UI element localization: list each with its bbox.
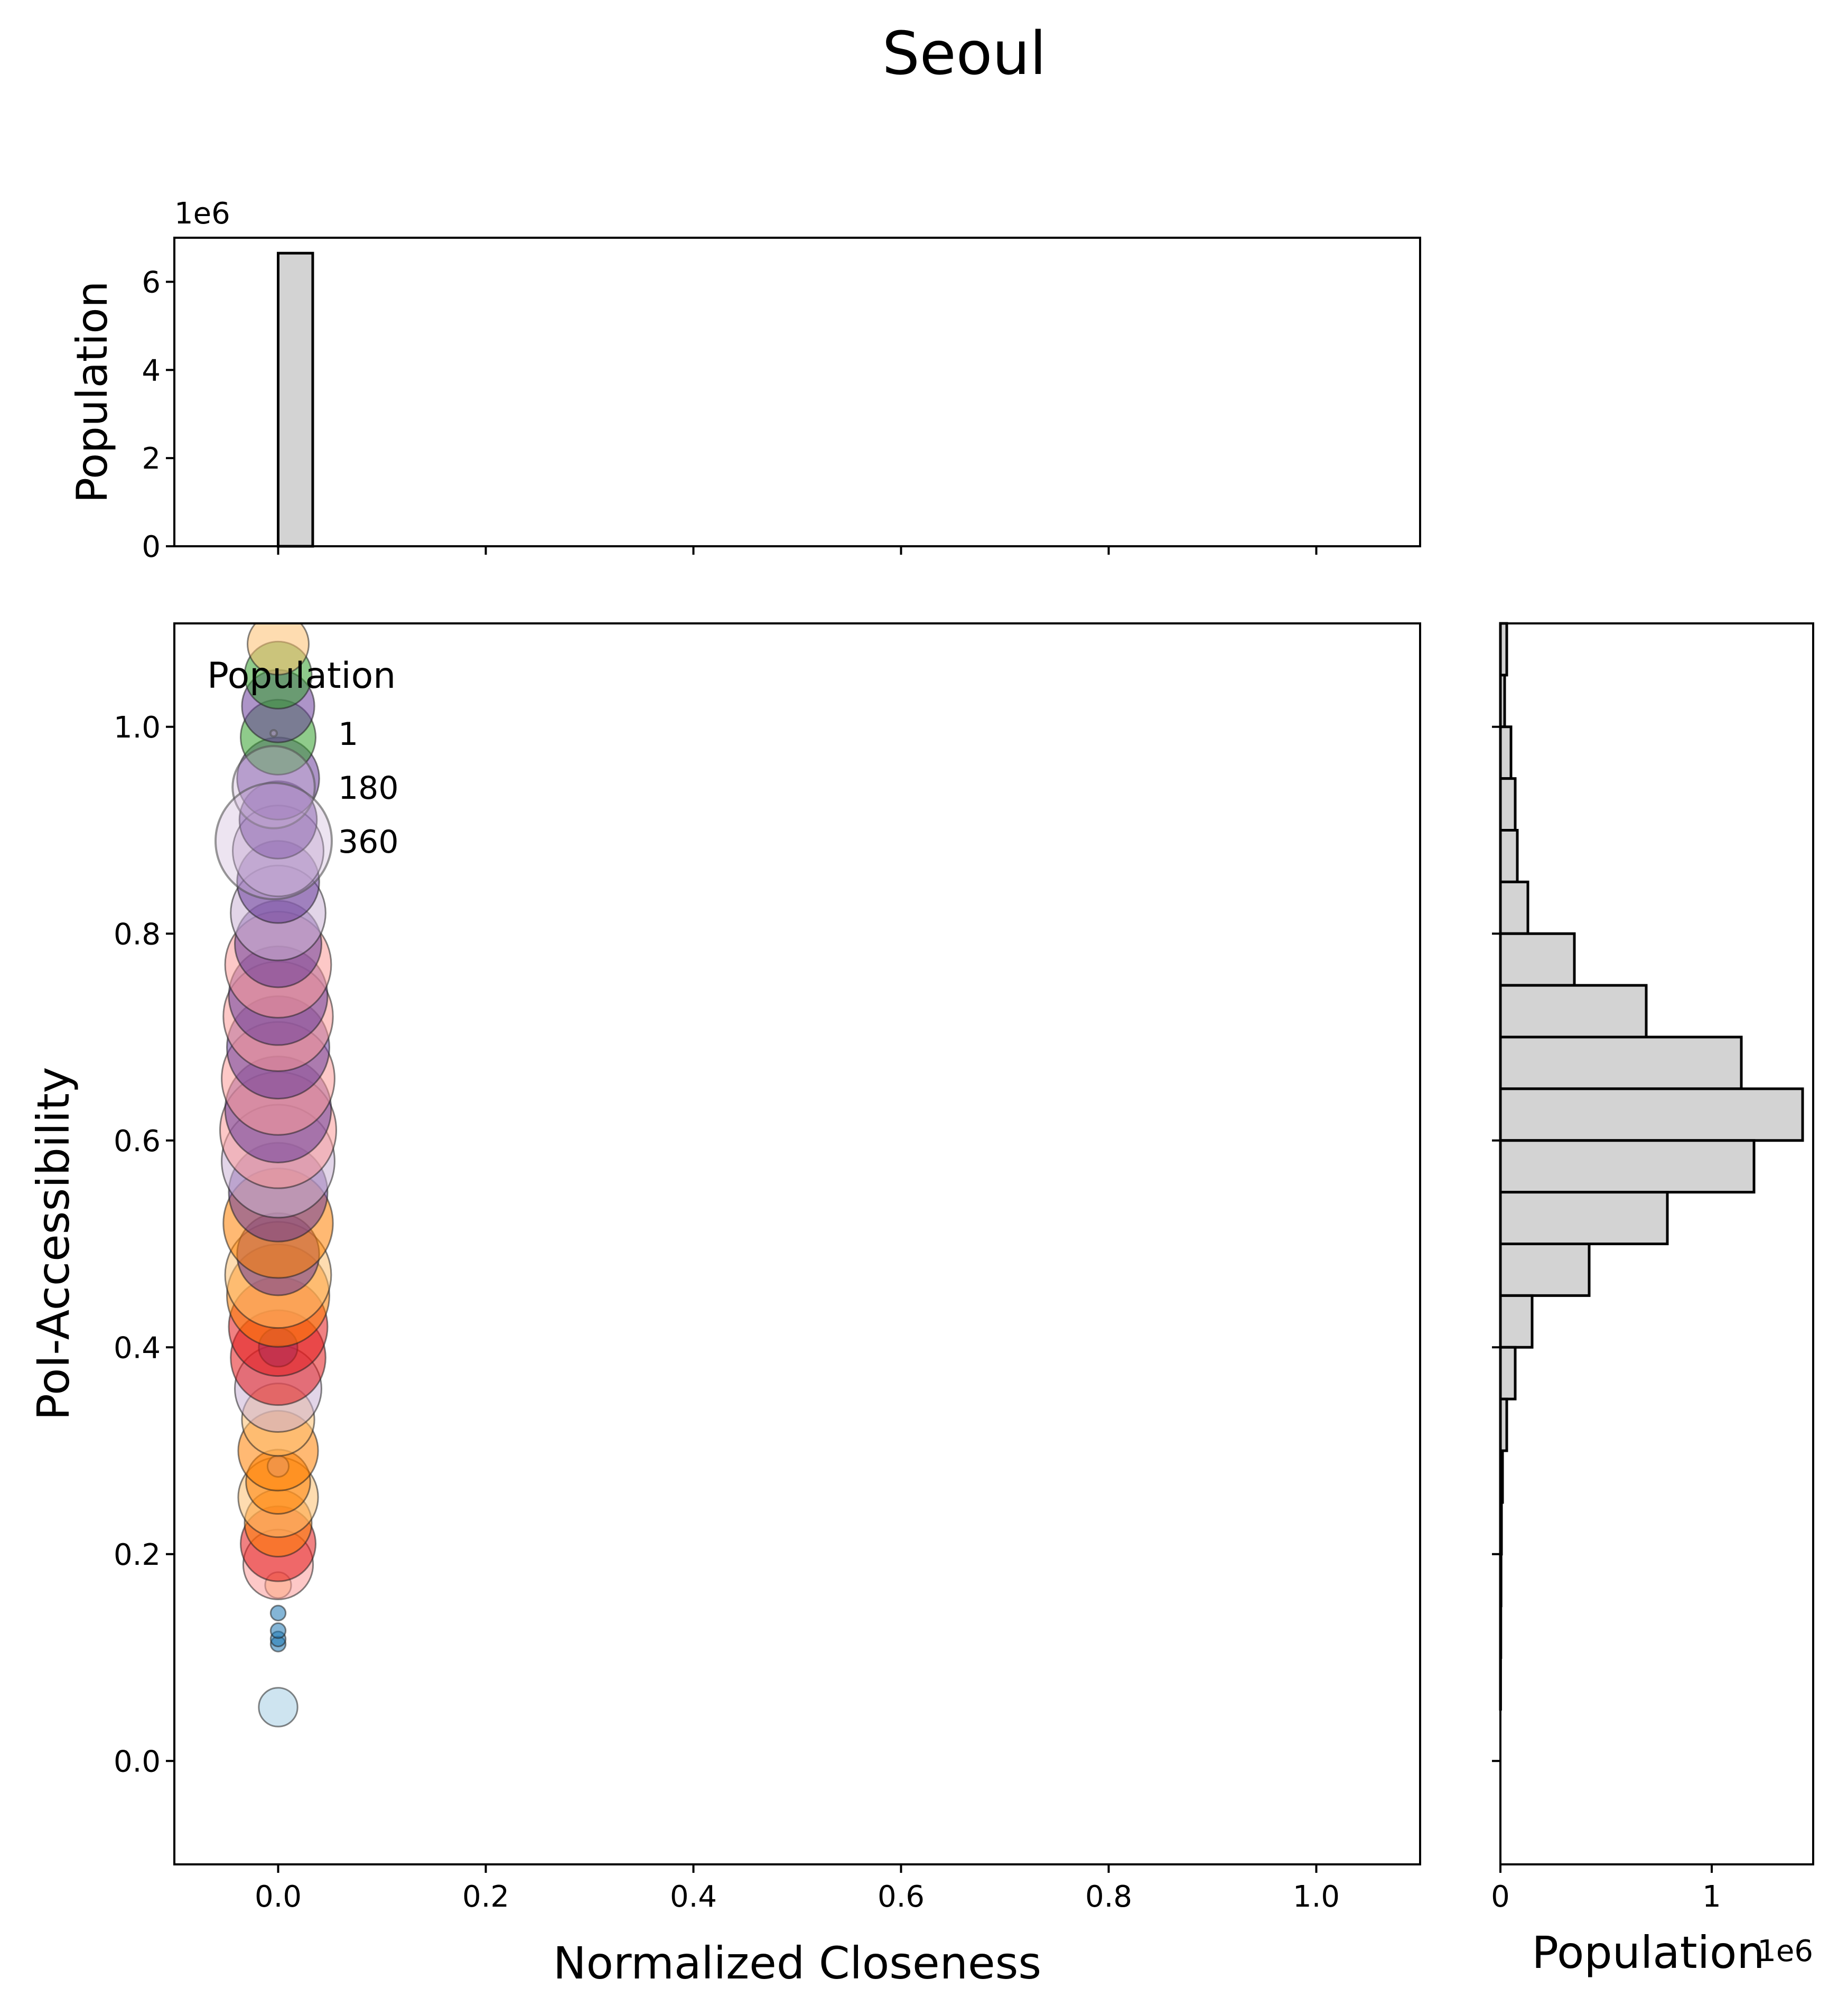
right-histogram-bar [1499,984,1648,1039]
right-x-tick-label: 0 [1491,1880,1510,1914]
scatter-point [247,623,310,676]
right-histogram-bar [1499,1346,1517,1401]
top-y-tick-label: 6 [142,265,161,300]
top-histogram: 0 2 4 6 1e6 Population [68,197,1421,564]
right-histogram-frame [1499,622,1814,1865]
right-histogram-bar [1499,1087,1804,1142]
right-histogram-bar [1499,725,1513,780]
main-x-tick-label: 0.2 [462,1880,509,1914]
main-y-tick-label: 0.0 [114,1744,161,1779]
main-scatter-frame [173,622,1421,1865]
top-histogram-frame [173,237,1421,547]
main-y-axis-label: PoI-Accessibility [27,1067,79,1420]
figure-title: Seoul [882,20,1047,88]
right-histogram-bar [1499,1294,1534,1349]
right-histogram-x-label: Population [1532,1927,1765,1978]
right-histogram-bar [1499,1035,1743,1090]
size-legend-entries: 1 180 360 [214,716,399,900]
main-x-tick-label: 1.0 [1293,1880,1340,1914]
scatter-point [269,1622,287,1639]
top-histogram-bars [277,251,314,548]
right-histogram-bar [1499,880,1529,935]
main-x-tick-label: 0.8 [1085,1880,1132,1914]
top-histogram-y-ticks: 0 2 4 6 [142,265,174,564]
size-legend-marker [231,745,316,829]
top-y-tick-label: 2 [142,442,161,476]
main-x-ticks: 0.0 0.2 0.4 0.6 0.8 1.0 [255,1864,1340,1914]
main-y-tick-label: 0.2 [114,1538,161,1572]
main-scatter-plot: 0.0 0.2 0.4 0.6 0.8 1.0 0.0 0.2 0.4 0.6 0.8 1.0 No… [27,622,1421,1989]
top-histogram-bar [277,251,314,548]
top-histogram-offset-label: 1e6 [174,197,230,231]
size-legend: Population 1 180 360 [207,655,399,900]
right-histogram-bar [1499,777,1517,832]
main-x-axis-label: Normalized Closeness [553,1937,1041,1989]
right-histogram-bars [1499,622,1804,1711]
main-x-tick-label: 0.0 [255,1880,302,1914]
size-legend-label: 360 [338,824,399,861]
right-histogram-bar [1499,1191,1669,1245]
main-y-tick-label: 0.8 [114,917,161,951]
main-y-ticks: 0.0 0.2 0.4 0.6 0.8 1.0 [114,711,174,1779]
main-x-tick-label: 0.6 [878,1880,925,1914]
scatter-points [219,623,337,1728]
main-y-tick-label: 0.6 [114,1124,161,1159]
size-legend-marker [214,782,333,900]
main-y-tick-label: 1.0 [114,711,161,745]
right-histogram-bar [1499,829,1519,883]
top-histogram-y-label: Population [68,281,117,503]
size-legend-title: Population [207,655,396,697]
right-histogram-y-ticks [1492,725,1500,1762]
scatter-point [269,1604,287,1622]
right-histogram-bar [1499,1139,1756,1194]
main-y-tick-label: 0.4 [114,1331,161,1365]
size-legend-label: 180 [338,770,399,807]
right-histogram-offset-label: 1e6 [1757,1934,1813,1968]
right-x-tick-label: 1 [1702,1880,1721,1914]
top-histogram-x-ticks [277,546,1318,555]
main-x-tick-label: 0.4 [670,1880,717,1914]
size-legend-label: 1 [338,716,358,753]
top-y-tick-label: 0 [142,530,161,564]
scatter-point [258,1687,298,1728]
right-histogram-bar [1499,932,1576,987]
size-legend-marker [269,729,278,738]
top-y-tick-label: 4 [142,353,161,388]
right-histogram-bar [1499,1243,1591,1297]
